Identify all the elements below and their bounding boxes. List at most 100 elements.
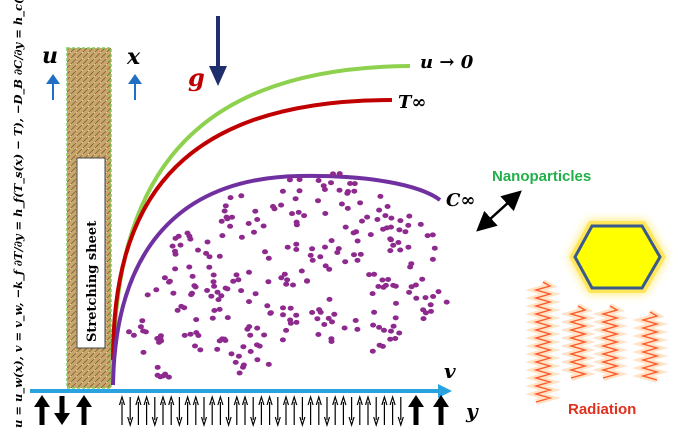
suction-arrow-up <box>433 395 449 425</box>
nanoparticle-dot <box>154 364 161 370</box>
nanoparticle-dot <box>345 189 351 194</box>
nanoparticle-dot <box>330 171 336 177</box>
nanoparticle-dot <box>206 254 213 260</box>
nanoparticle-dot <box>197 347 204 353</box>
nanoparticle-dot <box>408 284 415 290</box>
nanoparticle-dot <box>247 332 254 338</box>
small-arrow-up <box>143 394 150 425</box>
nanoparticle-dot <box>382 213 389 219</box>
nanoparticles-pointer-arrow <box>476 190 522 232</box>
small-arrow-up <box>356 394 363 425</box>
nanoparticle-dot <box>232 359 239 365</box>
nanoparticle-dot <box>429 256 436 262</box>
small-arrow-up <box>307 394 314 425</box>
nanoparticle-dot <box>161 275 168 281</box>
x-up-arrow <box>128 74 142 100</box>
nanoparticle-dot <box>321 187 328 192</box>
nanoparticle-dot <box>292 196 299 202</box>
nanoparticle-dot <box>331 311 338 317</box>
nanoparticle-dot <box>359 218 365 224</box>
nanoparticle-dot <box>315 178 322 183</box>
nanoparticle-dot <box>397 218 404 224</box>
nanoparticle-dot <box>204 288 211 293</box>
nanoparticle-dot <box>402 229 409 235</box>
nanoparticle-dot <box>169 243 176 249</box>
nanoparticle-dot <box>406 289 413 295</box>
small-arrow-up <box>266 394 273 425</box>
nanoparticle-dot <box>140 349 147 355</box>
nanoparticle-dot <box>304 278 311 284</box>
nanoparticle-dot <box>347 181 354 186</box>
nanoparticle-dot <box>235 353 242 359</box>
nanoparticle-dot <box>222 203 229 209</box>
nanoparticle-dot <box>338 201 345 207</box>
nanoparticle-dot <box>351 252 357 258</box>
nanoparticle-dot <box>153 287 160 293</box>
nanoparticle-dot <box>290 282 296 288</box>
nanoparticle-dot <box>342 259 349 265</box>
v-axis-label: v <box>444 359 456 383</box>
injection-arrow-down <box>54 396 70 425</box>
nanoparticle-dot <box>424 233 431 239</box>
small-arrow-up <box>184 394 191 425</box>
small-arrow-up <box>381 394 388 425</box>
nanoparticle-dot <box>252 208 259 214</box>
nanoparticle-dot <box>376 342 383 348</box>
nanoparticle-dot <box>165 374 172 380</box>
nanoparticle-dot <box>210 279 217 285</box>
nanoparticle-dot <box>385 277 392 282</box>
nanoparticle-dot <box>293 247 300 252</box>
small-arrow-up <box>291 394 298 425</box>
nanoparticle-dot <box>214 346 221 352</box>
small-arrow-up <box>241 394 249 425</box>
nanoparticle-dot <box>314 316 321 322</box>
nanoparticle-dot <box>187 331 194 337</box>
nanoparticle-dot <box>289 211 295 217</box>
nanoparticle-dot <box>369 291 376 297</box>
nanoparticle-dot <box>252 291 259 297</box>
nanoparticle-dot <box>246 299 252 305</box>
nanoparticle-dot <box>392 336 399 341</box>
nanoparticle-dot <box>233 272 240 278</box>
nanoparticle-dot <box>281 271 288 277</box>
nanoparticle-dot <box>195 247 201 253</box>
nanoparticle-dot <box>344 205 351 211</box>
nanoparticle-dot <box>325 315 332 321</box>
nanoparticle-dot <box>270 204 276 209</box>
radiation-label: Radiation <box>568 401 636 418</box>
nanoparticle-dot <box>227 195 234 201</box>
nanoparticle-dot <box>376 324 383 330</box>
v-direction-arrowhead <box>438 384 452 398</box>
nanoparticle-dot <box>351 181 358 187</box>
nanoparticle-dot <box>435 289 442 295</box>
nanoparticle-dot <box>280 312 286 318</box>
velocity-curve-label: u → 0 <box>420 52 474 73</box>
nanoparticle-dot <box>326 266 333 272</box>
radiation-wave <box>640 311 660 381</box>
nanoparticle-dot <box>247 349 254 354</box>
nanoparticle-dot <box>293 241 300 247</box>
nanoparticle-dot <box>374 217 381 222</box>
nanoparticle-dot <box>261 332 268 338</box>
nanoparticle-dot <box>244 326 251 332</box>
suction-arrow-up <box>76 395 92 425</box>
nanoparticle-dot <box>144 292 151 298</box>
nanoparticle-dot <box>320 183 327 189</box>
stretching-sheet: Stretching sheet <box>66 47 112 389</box>
small-arrow-up <box>217 394 224 425</box>
small-arrow-up <box>209 394 216 425</box>
nanoparticle-dot <box>254 217 261 222</box>
nanoparticle-dot <box>172 251 179 257</box>
nanoparticle-dot <box>407 264 414 270</box>
nanoparticle-dot <box>413 295 420 301</box>
nanoparticle-dot <box>262 249 268 255</box>
nanoparticle-dot <box>203 250 210 256</box>
small-arrow-up <box>340 394 347 425</box>
small-arrow-down <box>323 397 331 428</box>
nanoparticle-dot <box>422 295 429 301</box>
nanoparticle-dot <box>422 310 429 316</box>
nanoparticle-dot <box>229 214 235 220</box>
nanoparticles-label: Nanoparticles <box>492 168 591 185</box>
small-arrow-down <box>348 397 355 428</box>
